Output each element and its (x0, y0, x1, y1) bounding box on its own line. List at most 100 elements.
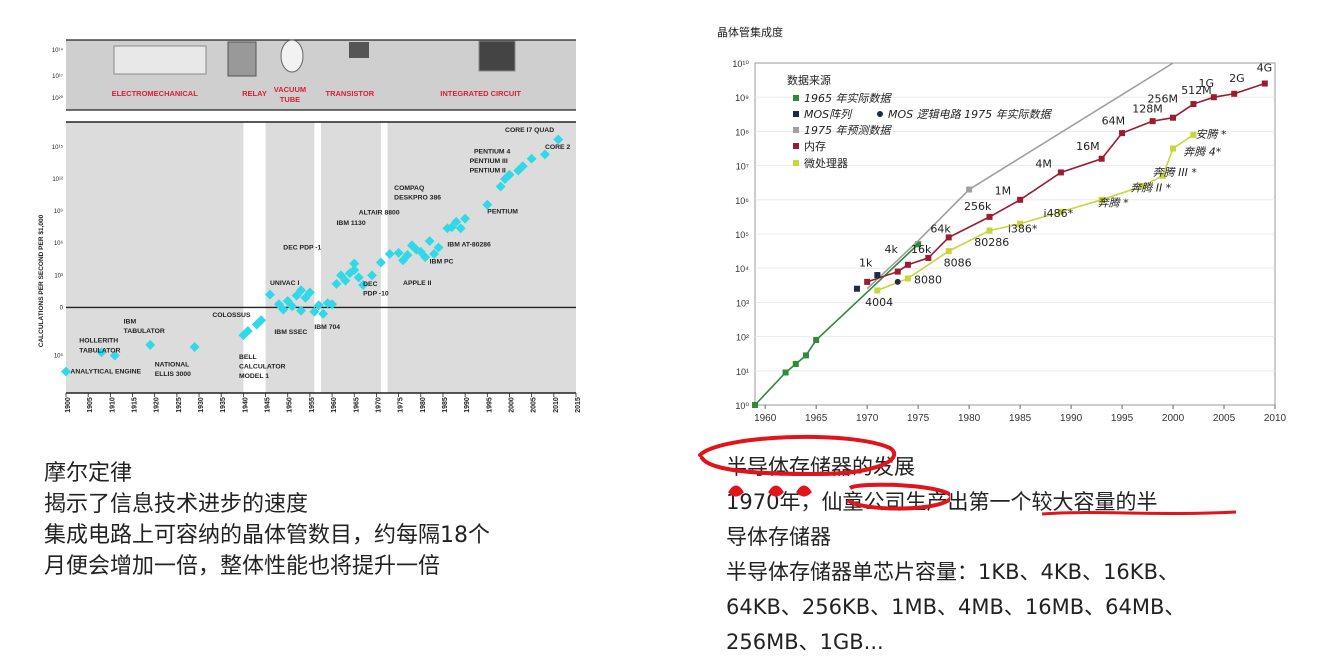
machine-label: ELLIS 3000 (155, 371, 191, 378)
point-label: 256M (1148, 92, 1179, 105)
legend-swatch (793, 143, 799, 149)
y-tick-label: 10⁶ (54, 353, 64, 360)
x-tick-label: 2005 (1213, 413, 1236, 424)
legend-label: 内存 (804, 139, 826, 153)
x-tick-label: 1920 (154, 397, 161, 413)
x-tick-label: 1930 (198, 397, 205, 413)
data-point (1017, 220, 1024, 227)
y-tick-label: 10⁵ (735, 230, 749, 240)
chart-title: 晶体管集成度 (717, 25, 783, 39)
x-tick-label: 2000 (1162, 413, 1185, 424)
point-label: 16M (1076, 140, 1100, 153)
point-label: 1k (859, 256, 873, 269)
point-label: 80286 (974, 236, 1009, 249)
caption-line: 64KB、256KB、1MB、4MB、16MB、64MB、 (726, 595, 1186, 619)
y-tick-label: 10⁹ (54, 208, 64, 215)
y-tick-label: 10¹⁵ (52, 144, 64, 151)
caption-line: 集成电路上可容纳的晶体管数目，约每隔18个 (44, 523, 490, 548)
machine-label: CORE 2 (545, 144, 571, 151)
point-label: 512M (1181, 84, 1212, 97)
caption-line: 半导体存储器单芯片容量：1KB、4KB、16KB、 (726, 560, 1179, 584)
y-tick-label: 10² (736, 333, 749, 343)
data-point (331, 278, 342, 289)
data-point (1149, 118, 1156, 125)
machine-label: ANALYTICAL ENGINE (70, 369, 141, 376)
x-tick-label: 1970 (375, 397, 382, 413)
y-axis-label: CALCULATIONS PER SECOND PER $1,000 (38, 214, 45, 347)
data-point (1119, 130, 1126, 137)
data-point (189, 342, 200, 352)
series-line (866, 82, 1266, 283)
data-point (517, 161, 528, 172)
era-label: RELAY (242, 89, 267, 98)
caption-line: 揭示了信息技术进步的速度 (44, 492, 309, 517)
integrated-circuit-icon (478, 40, 516, 72)
data-point (986, 227, 993, 234)
x-tick-label: 1945 (265, 397, 272, 413)
era-label: VACUUM (274, 85, 306, 94)
point-label: 奔腾 4* (1183, 145, 1221, 158)
legend-title: 数据来源 (787, 73, 831, 87)
data-point (1170, 145, 1177, 152)
machine-label: PENTIUM III (470, 158, 508, 165)
era-label: TUBE (280, 95, 300, 104)
caption-line: 导体存储器 (726, 525, 831, 549)
data-point (309, 306, 320, 317)
y-tick-label: 0 (60, 305, 64, 311)
series-line (866, 62, 1174, 290)
underline-mark (1041, 510, 1237, 516)
data-point (318, 308, 329, 319)
point-label: 1M (995, 185, 1012, 198)
data-point (904, 261, 911, 268)
x-tick-label: 1985 (442, 397, 449, 413)
x-tick-label: 2010 (1264, 413, 1287, 424)
data-point (1210, 94, 1217, 101)
y-tick-label: 10⁷ (736, 162, 749, 172)
x-tick-label: 1990 (464, 397, 471, 413)
machine-label: ALTAIR 8800 (359, 209, 400, 216)
y-tick-label: 10¹⁴ (52, 47, 64, 54)
data-point (460, 213, 471, 224)
header-gap (66, 110, 576, 122)
x-tick-label: 1980 (958, 413, 981, 424)
point-label: 奔腾 III * (1153, 166, 1198, 179)
legend-label: MOS 逻辑电路 1975 年实际数据 (888, 108, 1053, 121)
y-tick-label: 10⁶ (54, 240, 64, 247)
data-point (242, 326, 253, 336)
transistor-icon (349, 42, 369, 58)
moores-law-caption: 摩尔定律 揭示了信息技术进步的速度 集成电路上可容纳的晶体管数目，约每隔18个 … (44, 458, 644, 582)
machine-label: IBM PC (430, 259, 454, 266)
y-tick-label: 10²⁰ (52, 95, 64, 102)
data-point (393, 247, 404, 258)
data-point (925, 254, 932, 261)
machine-label: CORE I7 QUAD (505, 127, 554, 134)
point-label: 16k (911, 243, 932, 256)
series-line (754, 243, 919, 406)
machine-label: IBM SSEC (274, 329, 307, 336)
legend-swatch (793, 111, 799, 117)
x-tick-label: 2015 (575, 397, 582, 413)
era-separator (380, 40, 388, 393)
point-label: i486* (1044, 207, 1074, 220)
y-tick-label: 10⁶ (735, 196, 749, 206)
x-tick-label: 1995 (486, 397, 493, 413)
data-point (526, 153, 537, 164)
x-tick-label: 2005 (531, 397, 538, 413)
machine-label: DEC PDP -1 (283, 245, 321, 252)
data-point (482, 199, 493, 210)
machine-label: PENTIUM 4 (474, 148, 510, 155)
data-point (1017, 196, 1024, 203)
machine-label: BELL (239, 354, 257, 361)
point-label: 2G (1229, 72, 1245, 85)
data-point (966, 186, 973, 193)
machine-label: TABULATOR (79, 347, 120, 354)
data-point (313, 300, 324, 311)
data-point (495, 181, 506, 192)
x-tick-label: 1975 (398, 397, 405, 413)
data-point (945, 234, 952, 241)
x-tick-label: 1990 (1060, 413, 1083, 424)
data-point (504, 169, 515, 180)
point-label: 64M (1102, 115, 1126, 128)
punch-card-icon (113, 45, 207, 75)
